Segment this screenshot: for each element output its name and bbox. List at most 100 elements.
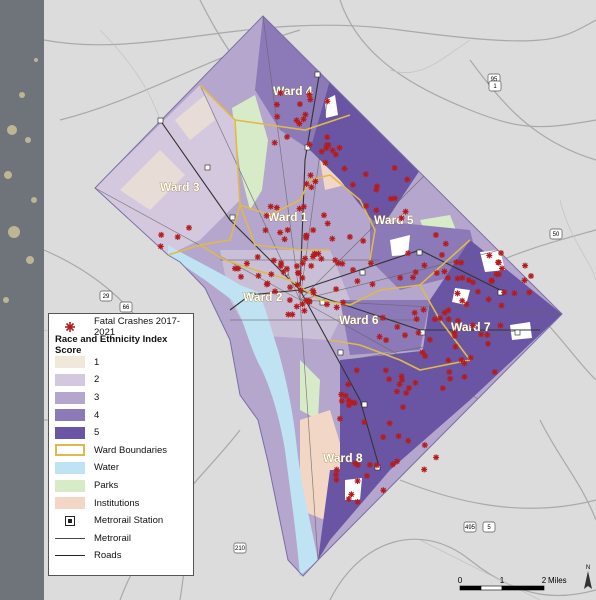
metro-stations (157, 71, 521, 471)
crash-marker (293, 303, 300, 310)
legend-crashes-label: Fatal Crashes 2017-2021 (94, 315, 181, 338)
crash-marker (497, 322, 504, 329)
crash-marker (336, 144, 343, 151)
crash-marker (321, 212, 327, 219)
crash-marker (293, 263, 300, 270)
ward-boundary-swatch (55, 444, 85, 457)
crash-marker (293, 117, 300, 124)
crash-marker (301, 307, 308, 314)
crash-marker (299, 275, 306, 281)
crash-marker (277, 263, 284, 270)
scale-tick-0: 0 (458, 576, 463, 585)
crash-marker (410, 274, 416, 281)
score-1-label: 1 (94, 356, 100, 368)
crash-marker (491, 369, 498, 376)
crash-marker (243, 260, 250, 267)
crash-marker (362, 171, 369, 178)
legend-score-4: 4 (55, 406, 187, 424)
ward-boundaries (167, 84, 472, 371)
crash-marker (380, 487, 387, 494)
crash-marker (284, 227, 291, 233)
crash-marker (296, 205, 303, 212)
crash-marker (433, 270, 440, 277)
crash-marker (174, 234, 181, 240)
crash-marker (339, 260, 346, 267)
crash-marker (294, 281, 301, 288)
crash-marker (369, 281, 376, 288)
crash-marker (446, 368, 453, 375)
legend-score-3: 3 (55, 389, 187, 407)
crash-marker (302, 111, 309, 118)
water-swatch (55, 461, 85, 474)
ward-boundaries-label: Ward Boundaries (94, 444, 168, 456)
crash-marker (495, 271, 502, 278)
scale-tick-1: 1 (500, 576, 505, 585)
crash-marker (402, 332, 408, 339)
ward-6-label: Ward 6 (339, 313, 379, 327)
crash-marker (451, 333, 458, 339)
crash-marker (270, 257, 277, 264)
crash-marker (232, 265, 238, 272)
crash-marker (352, 460, 359, 467)
crash-marker (295, 270, 302, 277)
crash-marker (445, 274, 451, 281)
legend-water: Water (55, 459, 187, 477)
crash-marker (337, 415, 343, 422)
crash-marker (281, 236, 288, 243)
crash-marker (382, 367, 389, 374)
crash-marker (469, 322, 476, 329)
legend-score-1: 1 (55, 354, 187, 372)
crash-marker (307, 172, 314, 179)
crash-marker (431, 316, 438, 323)
score-4-label: 4 (94, 409, 100, 421)
legend-score-2: 2 (55, 371, 187, 389)
crash-marker (413, 316, 420, 323)
crash-marker (318, 255, 325, 262)
crash-marker (501, 289, 508, 296)
crash-marker (286, 297, 293, 304)
institutions-swatch (55, 497, 85, 510)
crash-marker (485, 296, 492, 303)
crash-marker (421, 442, 428, 449)
crash-marker (415, 329, 422, 336)
crash-marker (300, 116, 307, 123)
crash-marker (157, 243, 164, 250)
crash-marker (299, 260, 306, 267)
legend-institutions: Institutions (55, 494, 187, 512)
legend-metro-station: Metrorail Station (55, 512, 187, 530)
legend-parks: Parks (55, 477, 187, 495)
legend-score-5: 5 (55, 424, 187, 442)
crash-marker (439, 251, 445, 258)
crash-marker (271, 139, 278, 146)
crash-marker (478, 331, 485, 338)
ward-8-label: Ward 8 (323, 451, 363, 465)
crash-marker (186, 224, 192, 231)
crash-marker (412, 269, 419, 276)
score-4-swatch (55, 409, 85, 422)
north-arrow: N (584, 565, 592, 589)
crash-marker (285, 311, 292, 318)
crash-marker (412, 379, 419, 386)
crash-marker (421, 466, 428, 473)
legend-index-title: Race and Ethnicity Index Score (55, 333, 168, 356)
crash-marker (439, 385, 446, 392)
crash-marker (354, 478, 361, 484)
crash-marker (498, 250, 504, 256)
crash-marker (333, 286, 340, 293)
crash-marker (373, 207, 380, 214)
crash-marker (267, 203, 274, 210)
crash-marker (419, 349, 426, 356)
crash-marker (386, 420, 393, 427)
crash-marker (391, 195, 398, 202)
crash-marker (395, 433, 402, 440)
crash-marker (397, 274, 404, 281)
crash-marker (445, 307, 452, 314)
map-legend: Fatal Crashes 2017-2021 Race and Ethnici… (48, 313, 194, 576)
crash-marker (363, 472, 370, 479)
crash-marker (374, 183, 380, 190)
crash-marker (405, 250, 412, 257)
legend-ward-boundaries: Ward Boundaries (55, 442, 187, 460)
crash-marker (452, 343, 459, 350)
crash-marker (396, 381, 403, 388)
scale-tick-2: 2 (542, 576, 547, 585)
